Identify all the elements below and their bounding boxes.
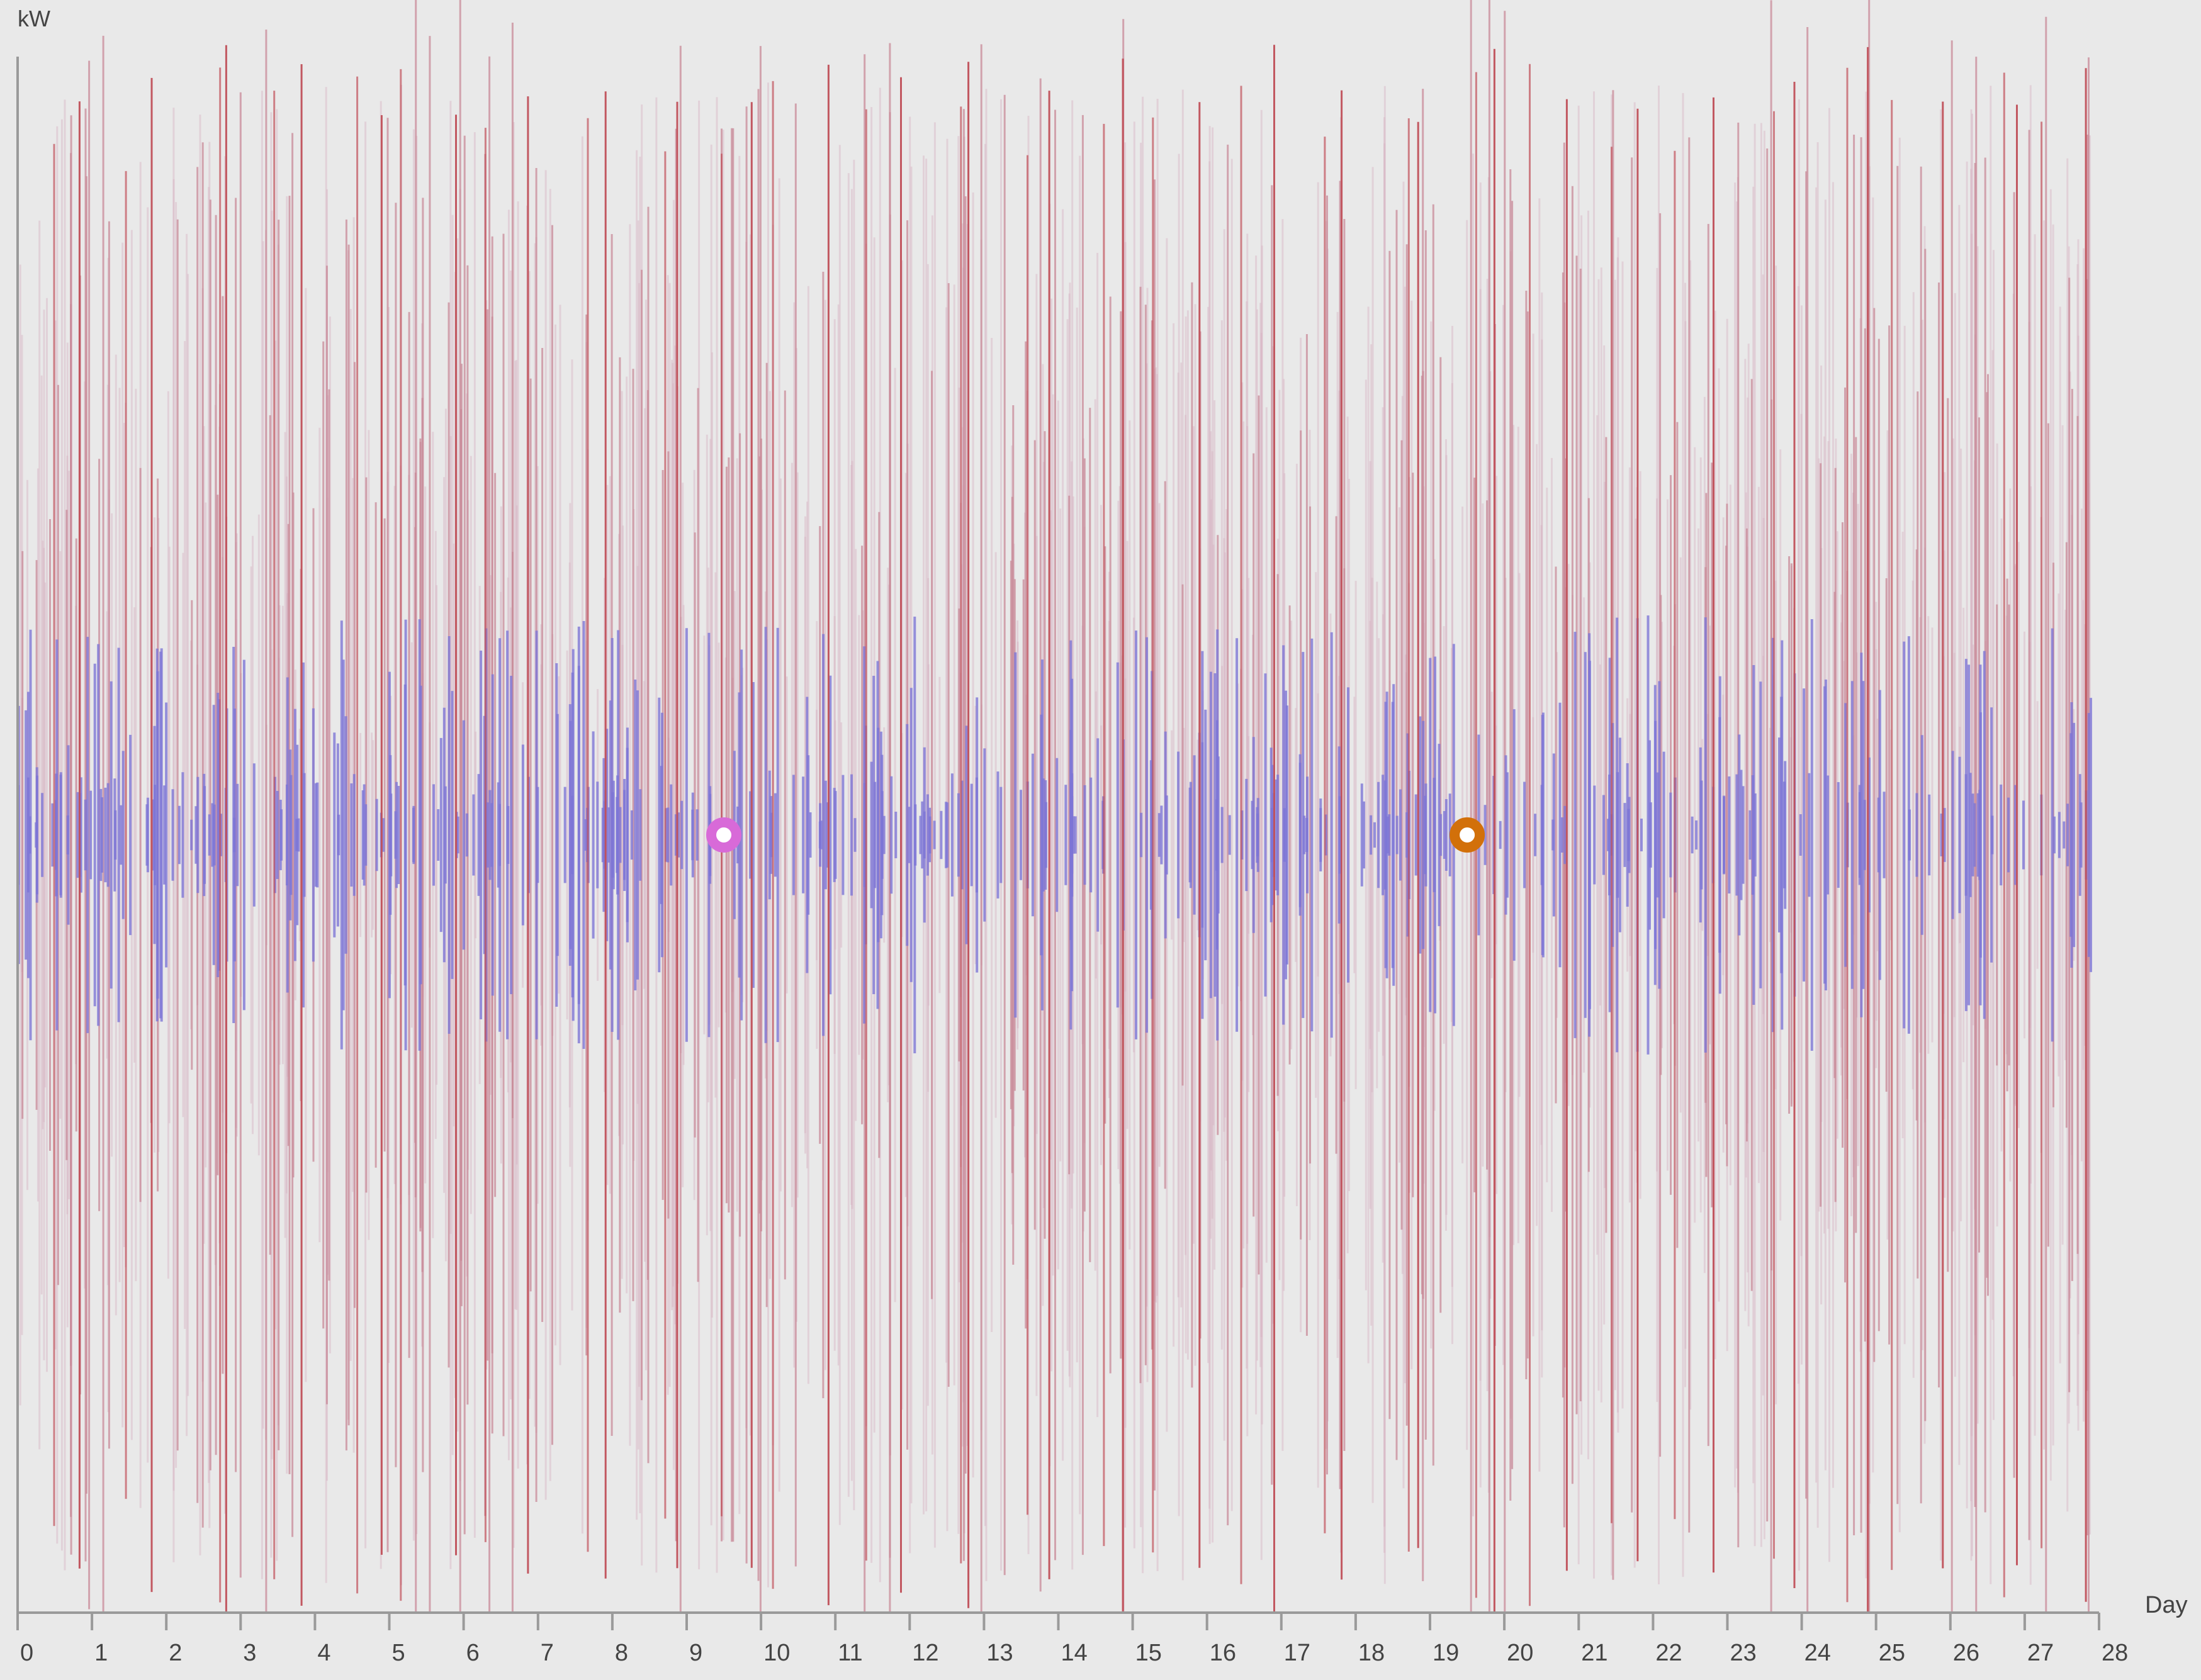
x-tick-label: 26 <box>1953 1640 1979 1666</box>
x-tick-label: 0 <box>20 1640 33 1666</box>
data-marker-1[interactable] <box>706 817 741 853</box>
x-tick-label: 12 <box>912 1640 938 1666</box>
x-tick-label: 20 <box>1507 1640 1533 1666</box>
y-axis-label: kW <box>18 6 50 31</box>
x-tick-label: 14 <box>1061 1640 1088 1666</box>
x-tick-label: 25 <box>1879 1640 1905 1666</box>
x-tick-label: 5 <box>392 1640 405 1666</box>
markers-layer <box>706 817 1485 853</box>
x-tick-label: 28 <box>2102 1640 2128 1666</box>
bars-layer <box>17 0 2092 1613</box>
x-tick-label: 19 <box>1433 1640 1459 1666</box>
x-tick-label: 22 <box>1655 1640 1682 1666</box>
x-axis-label: Day <box>2145 1592 2188 1618</box>
x-tick-label: 16 <box>1210 1640 1236 1666</box>
x-tick-label: 8 <box>615 1640 628 1666</box>
x-tick-label: 3 <box>243 1640 256 1666</box>
ticks-layer: 0 1 2 3 4 5 6 7 8 9 10 11 12 13 14 15 16 17 18 19 20 21 22 23 24… <box>16 1613 2128 1666</box>
x-tick-label: 23 <box>1730 1640 1757 1666</box>
x-tick-label: 24 <box>1804 1640 1831 1666</box>
x-tick-label: 21 <box>1581 1640 1607 1666</box>
x-tick-label: 7 <box>541 1640 554 1666</box>
x-tick-label: 6 <box>466 1640 480 1666</box>
x-tick-label: 13 <box>986 1640 1013 1666</box>
x-tick-label: 9 <box>689 1640 702 1666</box>
x-tick-label: 15 <box>1135 1640 1162 1666</box>
x-tick-label: 17 <box>1284 1640 1310 1666</box>
x-tick-label: 10 <box>763 1640 790 1666</box>
x-tick-label: 2 <box>169 1640 182 1666</box>
x-tick-label: 18 <box>1358 1640 1385 1666</box>
x-tick-label: 1 <box>94 1640 108 1666</box>
data-marker-2[interactable] <box>1450 817 1485 853</box>
x-tick-label: 4 <box>317 1640 330 1666</box>
x-tick-label: 27 <box>2027 1640 2054 1666</box>
x-tick-label: 11 <box>838 1640 862 1666</box>
